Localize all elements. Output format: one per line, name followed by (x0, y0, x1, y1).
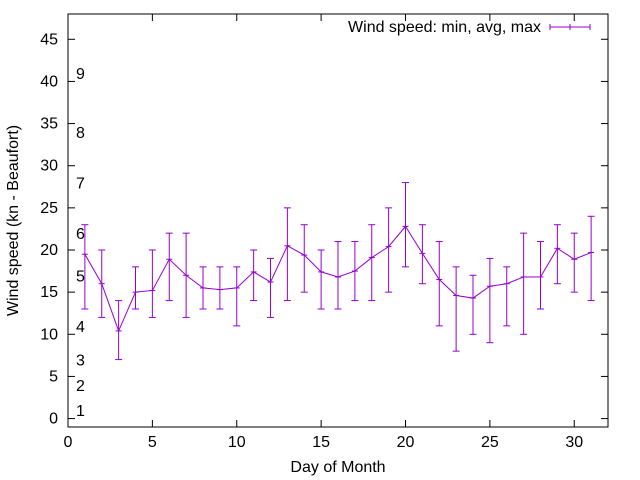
y-tick-label: 10 (40, 326, 58, 343)
beaufort-label: 9 (76, 66, 85, 83)
x-tick-label: 30 (565, 434, 583, 451)
beaufort-scale: 1 2 3 4 5 6 7 8 9 (76, 66, 85, 420)
beaufort-label: 8 (76, 125, 85, 142)
x-tick-label: 25 (481, 434, 499, 451)
y-tick-label: 20 (40, 242, 58, 259)
x-tick-label: 15 (312, 434, 330, 451)
beaufort-label: 6 (76, 226, 85, 243)
beaufort-label: 1 (76, 403, 85, 420)
legend-label: Wind speed: min, avg, max (348, 19, 541, 36)
y-tick-label: 30 (40, 158, 58, 175)
y-tick-label: 5 (49, 368, 58, 385)
beaufort-label: 5 (76, 268, 85, 285)
y-tick-label: 15 (40, 284, 58, 301)
plot-frame (67, 13, 609, 428)
beaufort-label: 7 (76, 176, 85, 193)
series-layer (81, 182, 595, 361)
y-tick-label: 25 (40, 200, 58, 217)
y-tick-label: 0 (49, 411, 58, 428)
x-tick-label: 20 (397, 434, 415, 451)
legend: Wind speed: min, avg, max (348, 19, 591, 36)
x-tick-label: 5 (148, 434, 157, 451)
x-axis: 0 5 10 15 20 25 30 (64, 14, 583, 451)
y-tick-label: 40 (40, 73, 58, 90)
beaufort-label: 2 (76, 378, 85, 395)
x-tick-label: 0 (64, 434, 73, 451)
beaufort-label: 3 (76, 353, 85, 370)
x-tick-label: 10 (228, 434, 246, 451)
beaufort-label: 4 (76, 319, 85, 336)
x-axis-title: Day of Month (290, 459, 385, 476)
y-tick-label: 35 (40, 116, 58, 133)
y-axis-title: Wind speed (kn - Beaufort) (5, 125, 22, 316)
y-tick-label: 45 (40, 31, 58, 48)
